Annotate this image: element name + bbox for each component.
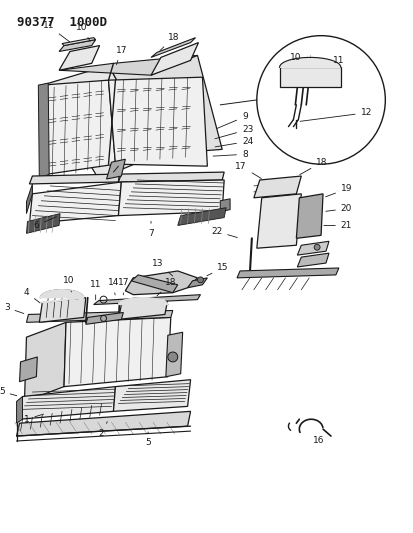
Text: 11: 11 <box>332 56 344 65</box>
Text: 18: 18 <box>299 158 327 175</box>
Text: 14: 14 <box>107 278 119 295</box>
Text: 17: 17 <box>115 46 127 64</box>
Text: 17: 17 <box>235 161 261 179</box>
Polygon shape <box>220 199 230 212</box>
Text: 2: 2 <box>99 422 107 438</box>
Polygon shape <box>40 290 83 303</box>
Polygon shape <box>279 58 340 67</box>
Polygon shape <box>108 77 207 166</box>
Polygon shape <box>108 55 222 154</box>
Polygon shape <box>59 39 95 52</box>
Polygon shape <box>131 275 177 293</box>
Polygon shape <box>19 386 115 419</box>
Polygon shape <box>42 80 115 174</box>
Text: 11: 11 <box>90 280 101 300</box>
Text: 10: 10 <box>63 276 74 292</box>
Text: 24: 24 <box>214 137 253 147</box>
Polygon shape <box>85 312 123 325</box>
Polygon shape <box>106 159 125 179</box>
Polygon shape <box>26 184 32 214</box>
Polygon shape <box>59 55 197 75</box>
Text: 90377  1000D: 90377 1000D <box>17 16 106 29</box>
Polygon shape <box>166 332 182 377</box>
Polygon shape <box>177 208 225 225</box>
Polygon shape <box>39 297 85 322</box>
Polygon shape <box>118 172 224 182</box>
Circle shape <box>167 352 177 362</box>
Polygon shape <box>26 311 172 322</box>
Text: 11: 11 <box>43 21 69 42</box>
Polygon shape <box>125 271 197 295</box>
Polygon shape <box>17 411 190 436</box>
Polygon shape <box>151 38 195 58</box>
Text: 9: 9 <box>216 112 247 128</box>
Text: 6: 6 <box>33 217 57 230</box>
Text: 15: 15 <box>206 263 228 276</box>
Polygon shape <box>29 174 119 184</box>
Text: 8: 8 <box>213 150 247 159</box>
Polygon shape <box>19 357 37 382</box>
Circle shape <box>313 244 319 250</box>
Polygon shape <box>38 83 49 179</box>
Polygon shape <box>279 67 340 87</box>
Text: 4: 4 <box>24 288 40 303</box>
Text: 18: 18 <box>159 33 179 51</box>
Text: 1: 1 <box>24 414 43 424</box>
Text: 22: 22 <box>211 227 237 238</box>
Polygon shape <box>26 214 60 233</box>
Text: 5: 5 <box>145 432 151 448</box>
Polygon shape <box>118 300 167 319</box>
Text: 20: 20 <box>325 204 351 213</box>
Text: 19: 19 <box>325 184 351 197</box>
Polygon shape <box>296 194 322 238</box>
Text: 10: 10 <box>289 53 300 62</box>
Polygon shape <box>59 45 100 70</box>
Text: 23: 23 <box>214 125 253 139</box>
Text: 7: 7 <box>148 221 154 238</box>
Polygon shape <box>237 268 338 278</box>
Polygon shape <box>253 176 301 198</box>
Polygon shape <box>151 43 198 75</box>
Text: 18: 18 <box>157 278 176 296</box>
Polygon shape <box>113 379 190 411</box>
Polygon shape <box>62 38 95 45</box>
Text: 16: 16 <box>313 437 324 446</box>
Polygon shape <box>297 241 328 255</box>
Text: 12: 12 <box>299 108 371 122</box>
Polygon shape <box>297 253 328 267</box>
Text: 5: 5 <box>0 387 17 396</box>
Text: 10: 10 <box>76 23 90 41</box>
Text: 21: 21 <box>323 221 351 230</box>
Polygon shape <box>118 297 167 304</box>
Polygon shape <box>24 322 66 401</box>
Polygon shape <box>17 397 22 423</box>
Polygon shape <box>93 295 200 304</box>
Text: 17: 17 <box>117 278 129 295</box>
Circle shape <box>197 277 203 283</box>
Polygon shape <box>118 180 224 215</box>
Polygon shape <box>64 318 171 386</box>
Text: 13: 13 <box>152 259 172 276</box>
Polygon shape <box>256 194 301 248</box>
Polygon shape <box>187 278 207 288</box>
Text: 3: 3 <box>4 303 24 313</box>
Polygon shape <box>29 182 121 223</box>
Polygon shape <box>42 66 158 179</box>
